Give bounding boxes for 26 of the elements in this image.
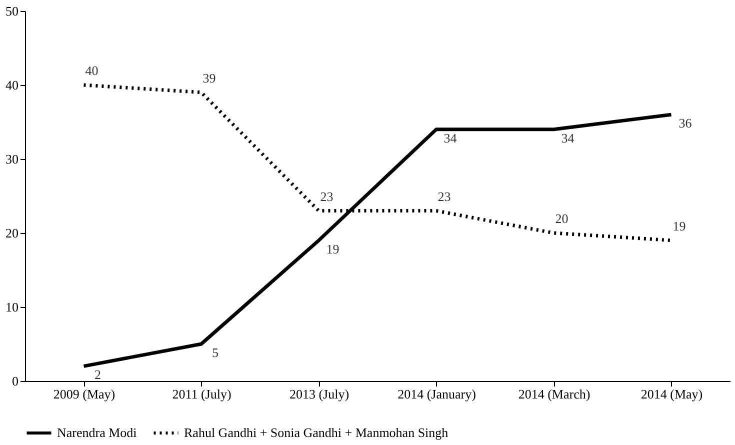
x-tick-label: 2014 (May) <box>640 386 703 402</box>
y-tick-label: 10 <box>6 300 18 314</box>
x-tick-label: 2009 (May) <box>53 386 116 402</box>
legend-label: Narendra Modi <box>57 425 138 440</box>
data-label: 23 <box>320 188 334 204</box>
data-label: 34 <box>444 130 458 146</box>
data-label: 23 <box>438 188 451 204</box>
y-tick-label: 20 <box>6 226 18 240</box>
data-label: 2 <box>94 367 101 382</box>
data-label: 20 <box>555 211 568 226</box>
legend-label: Rahul Gandhi + Sonia Gandhi + Manmohan Singh <box>184 425 449 440</box>
data-label: 40 <box>85 63 98 78</box>
x-tick-label: 2014 (March) <box>518 386 590 402</box>
data-label: 36 <box>678 116 692 131</box>
data-label: 39 <box>202 70 216 86</box>
x-tick-label: 2011 (July) <box>172 386 232 402</box>
data-label: 34 <box>561 130 575 146</box>
data-label: 19 <box>672 218 686 234</box>
data-label: 5 <box>212 345 218 360</box>
data-label: 19 <box>326 241 340 256</box>
x-tick-label: 2013 (July) <box>289 386 350 402</box>
y-tick-label: 0 <box>12 374 18 388</box>
y-tick-label: 40 <box>6 78 18 92</box>
y-tick-label: 30 <box>6 152 18 166</box>
y-tick-label: 50 <box>6 4 18 18</box>
x-tick-label: 2014 (January) <box>398 386 476 402</box>
